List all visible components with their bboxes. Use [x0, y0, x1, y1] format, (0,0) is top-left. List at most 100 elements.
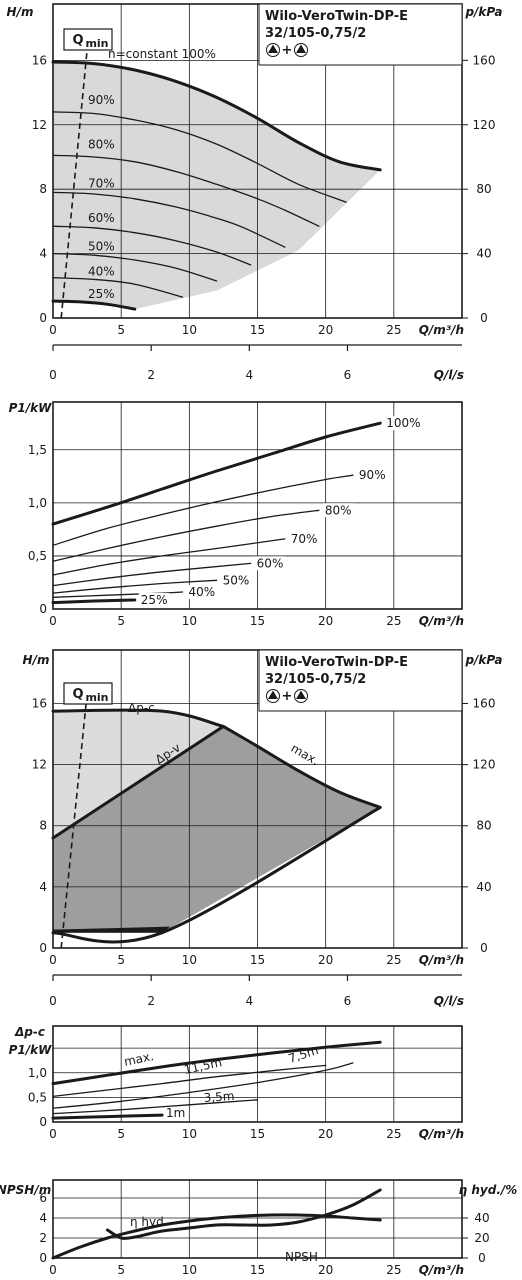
curve-70 — [52, 191, 286, 248]
y-tick-label: 16 — [32, 696, 47, 710]
x-tick-label: 10 — [182, 614, 197, 628]
curve-label: 40% — [88, 265, 115, 279]
y-tick-label: 4 — [39, 1211, 47, 1225]
dpc-label: Δp-c — [128, 701, 155, 715]
power-curve — [52, 474, 354, 546]
x-tick-label: 5 — [117, 953, 125, 967]
secondary-x-tick-label: 0 — [49, 368, 57, 382]
curve-label: 70% — [291, 532, 318, 546]
x-tick-label: 20 — [318, 614, 333, 628]
secondary-x-tick-label: 2 — [147, 368, 155, 382]
qmin-label: Q — [72, 33, 83, 48]
label-bg — [186, 585, 218, 600]
x-tick-label: 15 — [250, 1263, 265, 1277]
y-tick-label: 1,0 — [28, 496, 47, 510]
y-right-tick-label: 20 — [474, 1231, 489, 1245]
x-tick-label: 15 — [250, 614, 265, 628]
y-tick-label: 4 — [39, 247, 47, 261]
y-tick-label: 16 — [32, 53, 47, 67]
x-tick-label: 20 — [318, 1263, 333, 1277]
chart-title: Wilo-VeroTwin-DP-E — [265, 655, 408, 670]
qmin-line — [60, 36, 90, 319]
label-bg — [322, 503, 354, 518]
curve-label: 60% — [88, 211, 115, 225]
y-tick-label: 0 — [39, 602, 47, 616]
y-right-tick-label: 160 — [473, 696, 496, 710]
x-axis-label: Q/m³/h — [419, 323, 464, 337]
chart-subtitle: 32/105-0,75/2 — [265, 26, 366, 41]
curve-label: 50% — [223, 573, 250, 587]
curve-label: 60% — [257, 556, 284, 570]
y-right-tick-label: 80 — [476, 819, 491, 833]
y-right-tick-label: 80 — [476, 182, 491, 196]
chart-2-frame — [52, 401, 463, 610]
y-tick-label: 1,5 — [28, 443, 47, 457]
x-tick-label: 10 — [182, 1263, 197, 1277]
y-tick-label: 0 — [39, 311, 47, 325]
qmin-line — [60, 680, 90, 949]
curve-40 — [52, 277, 184, 298]
power-curve — [52, 1099, 259, 1115]
power-curve — [51, 1040, 382, 1086]
y-right-tick-label: 40 — [474, 1211, 489, 1225]
x-tick-label: 10 — [182, 323, 197, 337]
x-axis-label: Q/m³/h — [419, 953, 464, 967]
power-curve — [52, 1062, 354, 1109]
x-tick-label: 5 — [117, 1263, 125, 1277]
curve-label: 90% — [88, 93, 115, 107]
y-axis-label: P1/kW — [9, 401, 53, 415]
secondary-x-tick-label: 6 — [344, 368, 352, 382]
secondary-x-tick-label: 4 — [245, 994, 253, 1008]
y-tick-label: 6 — [39, 1191, 47, 1205]
y-axis-label: H/m — [7, 5, 34, 19]
y-right-tick-label: 120 — [473, 118, 496, 132]
curve-dpv — [51, 724, 225, 840]
label-bg — [220, 573, 252, 588]
curve-label: 3,5m — [203, 1089, 235, 1105]
eta-curve — [51, 1213, 382, 1260]
y-right-tick-label: 120 — [473, 758, 496, 772]
x-tick-label: 5 — [117, 1127, 125, 1141]
x-tick-label: 20 — [318, 953, 333, 967]
secondary-x-tick-label: 2 — [147, 994, 155, 1008]
curve-label: 50% — [88, 240, 115, 254]
y-tick-label: 0,5 — [28, 549, 47, 563]
x-tick-label: 5 — [117, 614, 125, 628]
curve-label: 90% — [359, 468, 386, 482]
y-right-tick-label: 40 — [476, 247, 491, 261]
label-bg — [138, 592, 170, 607]
y-right-tick-label: 0 — [478, 1251, 486, 1265]
curve-label: 11,5m — [183, 1055, 223, 1077]
chart-4-frame — [52, 1025, 463, 1123]
x-tick-label: 15 — [250, 1127, 265, 1141]
curve-label: 70% — [88, 176, 115, 190]
y-right-axis-label: p/kPa — [464, 5, 502, 19]
y-tick-label: 1,0 — [28, 1066, 47, 1080]
y-tick-label: 0 — [39, 1115, 47, 1129]
y-right-axis-label: p/kPa — [464, 653, 502, 667]
y-right-tick-label: 0 — [480, 941, 488, 955]
max-label: max. — [289, 741, 322, 768]
eta-label: η hyd. — [130, 1215, 168, 1229]
curve-label: n=constant 100% — [108, 47, 216, 61]
x-tick-label: 0 — [49, 323, 57, 337]
dpc-area — [53, 711, 224, 838]
curve-80 — [52, 154, 320, 227]
x-tick-label: 10 — [182, 953, 197, 967]
x-axis-label: Q/m³/h — [419, 1263, 464, 1277]
x-tick-label: 25 — [386, 1263, 401, 1277]
y-axis-label: H/m — [23, 653, 50, 667]
curve-label: 100% — [386, 416, 420, 430]
pump-symbol-icon — [296, 44, 306, 53]
y-right-tick-label: 40 — [476, 880, 491, 894]
chart-1-frame — [52, 3, 463, 319]
x-tick-label: 5 — [117, 323, 125, 337]
x-tick-label: 0 — [49, 953, 57, 967]
operating-area — [53, 62, 381, 310]
secondary-x-axis-label: Q/l/s — [434, 368, 464, 382]
x-tick-label: 25 — [386, 1127, 401, 1141]
npsh-label: NPSH — [285, 1250, 318, 1264]
power-curve — [52, 1064, 327, 1098]
secondary-x-axis-label: Q/l/s — [434, 994, 464, 1008]
